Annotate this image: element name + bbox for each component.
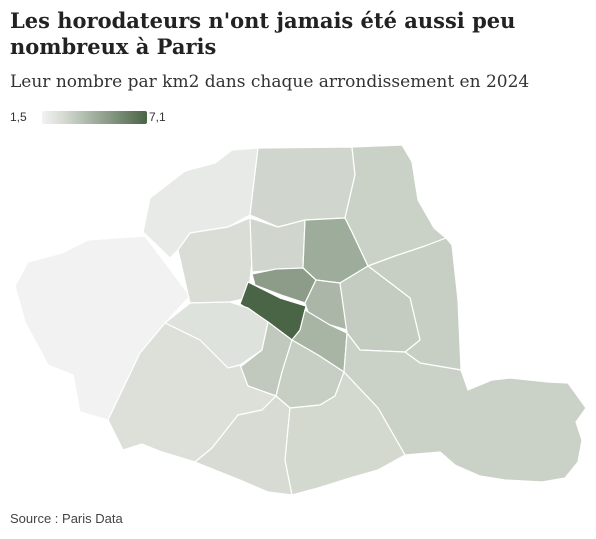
legend-min-label: 1,5: [10, 110, 27, 124]
source-note: Source : Paris Data: [10, 511, 123, 526]
arrondissement-13[interactable]: [284, 371, 406, 496]
legend-gradient-bar: [42, 111, 147, 124]
arrondissement-16[interactable]: [14, 235, 191, 421]
legend-max-label: 7,1: [149, 110, 166, 124]
arrondissement-12[interactable]: [343, 332, 587, 483]
chart-subtitle: Leur nombre par km2 dans chaque arrondis…: [10, 72, 530, 92]
paris-arrondissements-map: [14, 144, 587, 496]
arrondissement-18[interactable]: [249, 146, 356, 228]
chart-title: Les horodateurs n'ont jamais été aussi p…: [10, 8, 516, 59]
color-legend: 1,5 7,1: [10, 108, 190, 128]
